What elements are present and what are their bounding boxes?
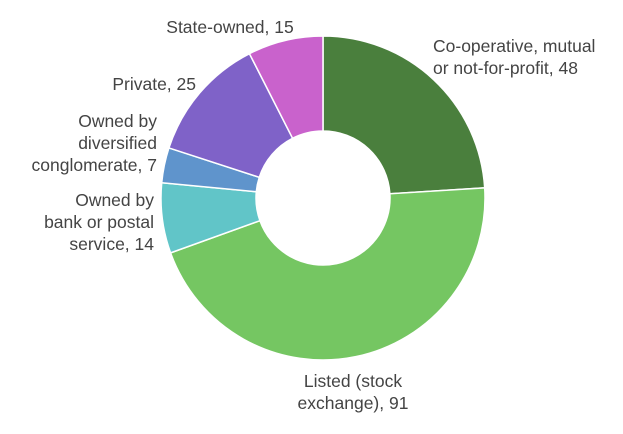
- slice-label-line: diversified: [78, 133, 157, 153]
- slice-label: Listed (stock exchange), 91: [298, 371, 409, 413]
- slice-label-line: exchange), 91: [298, 393, 409, 413]
- slice-label-line: State-owned, 15: [166, 17, 293, 37]
- slice-label: Co-operative, mutual or not-for-profit, 4…: [433, 36, 595, 78]
- slice-label-line: Owned by: [78, 111, 157, 131]
- slice-label-line: Owned by: [75, 190, 154, 210]
- donut-slice: [248, 35, 324, 140]
- slice-label: Owned by bank or postal service, 14: [44, 190, 154, 254]
- slice-label: State-owned, 15: [166, 17, 293, 37]
- donut-slices: [160, 35, 486, 361]
- slice-label-line: Co-operative, mutual: [433, 36, 595, 56]
- donut-slice: [169, 187, 486, 361]
- slice-label-line: conglomerate, 7: [32, 155, 158, 175]
- slice-label: Owned by diversified conglomerate, 7: [32, 111, 158, 175]
- slice-label-line: Private, 25: [112, 74, 196, 94]
- slice-label: Private, 25: [112, 74, 196, 94]
- slice-labels: Co-operative, mutual or not-for-profit, 4…: [32, 17, 596, 413]
- slice-label-line: bank or postal: [44, 212, 154, 232]
- donut-slice: [322, 35, 486, 195]
- slice-label-line: Listed (stock: [304, 371, 402, 391]
- slice-label-line: or not-for-profit, 48: [433, 58, 578, 78]
- slice-label-line: service, 14: [69, 234, 154, 254]
